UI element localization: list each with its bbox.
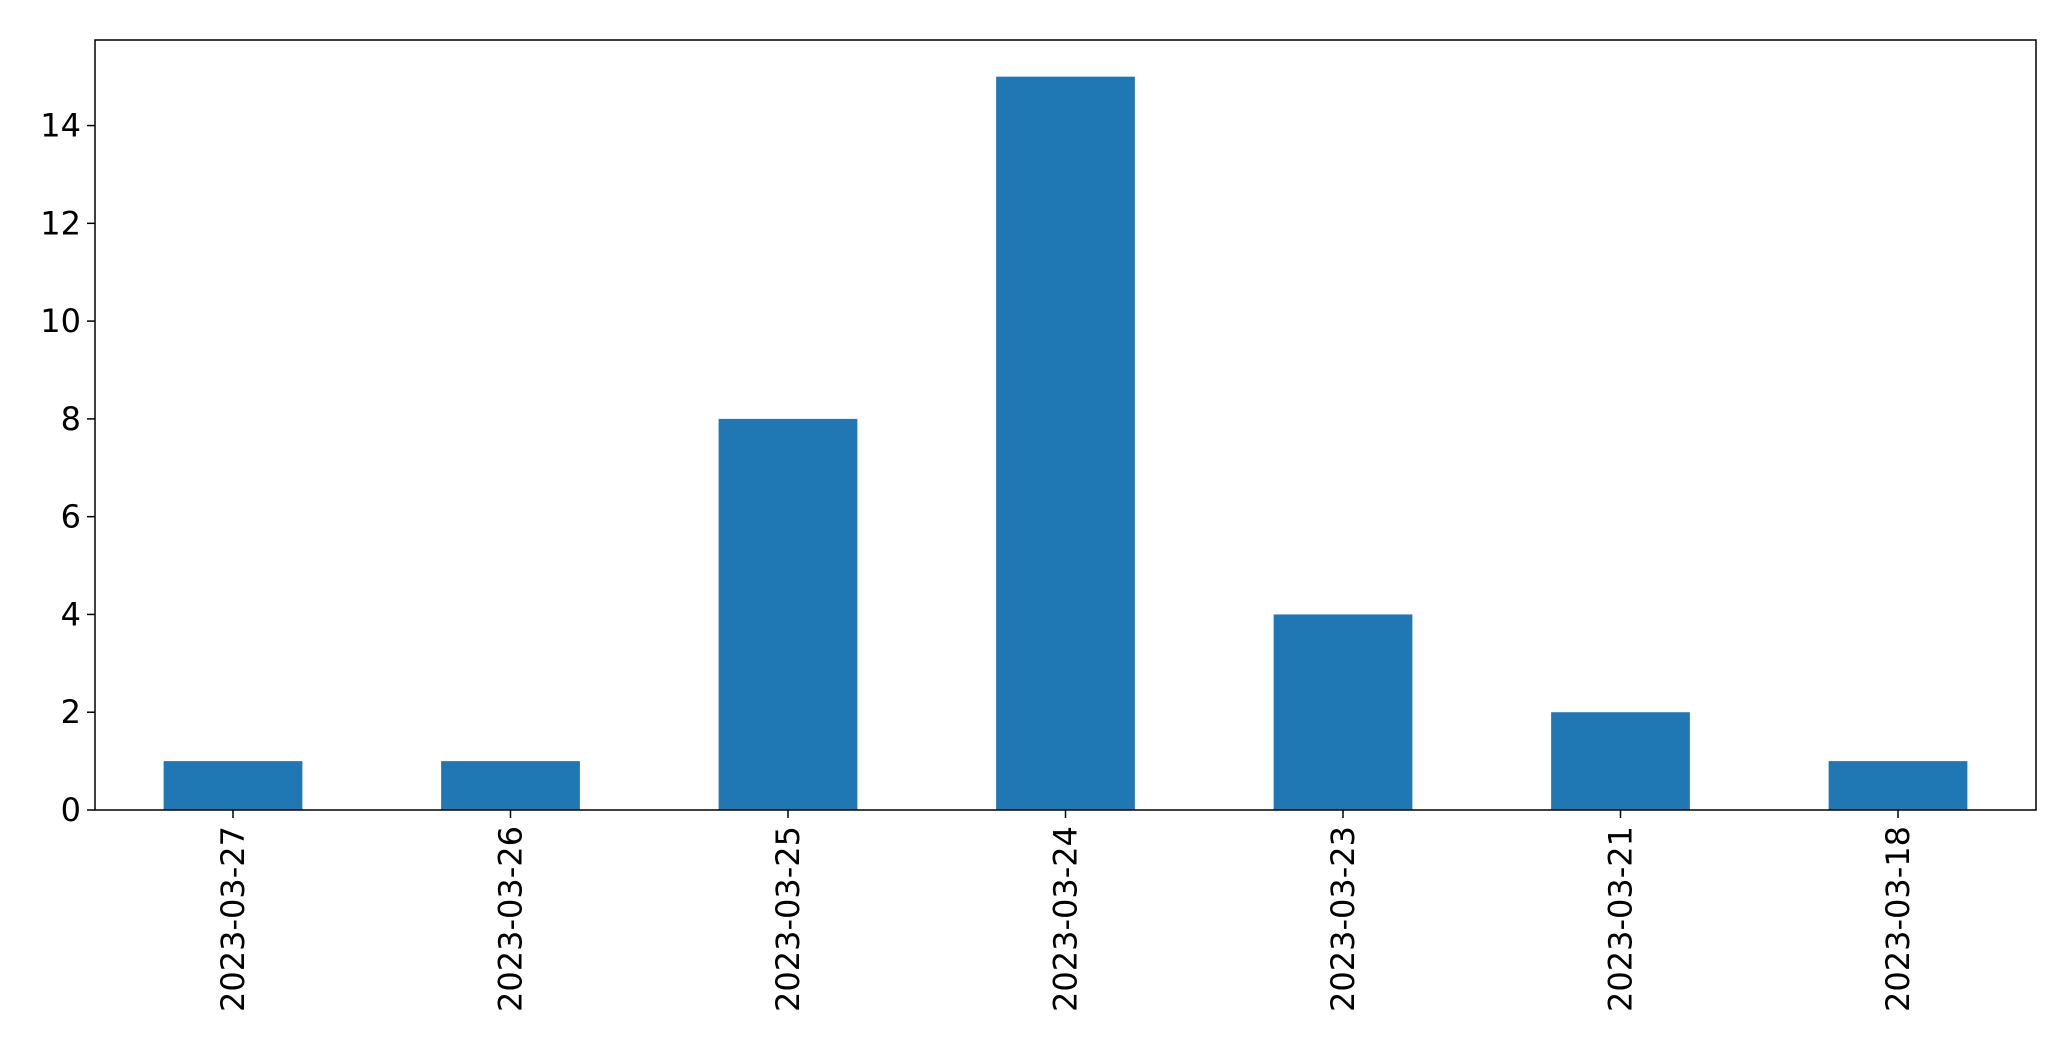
y-tick-label: 4 xyxy=(61,595,81,633)
x-tick-label: 2023-03-25 xyxy=(769,826,807,1012)
x-tick-label: 2023-03-21 xyxy=(1602,826,1640,1012)
x-tick-label: 2023-03-18 xyxy=(1879,826,1917,1012)
x-tick-label: 2023-03-26 xyxy=(492,826,530,1012)
y-tick-label: 10 xyxy=(40,302,81,340)
bars-layer xyxy=(163,76,1968,810)
y-tick-label: 2 xyxy=(61,693,81,731)
bar-2023-03-25 xyxy=(718,418,858,810)
x-tick-label: 2023-03-27 xyxy=(214,826,252,1012)
y-tick-label: 6 xyxy=(61,498,81,536)
bar-2023-03-24 xyxy=(996,76,1135,810)
bar-2023-03-18 xyxy=(1828,761,1968,810)
x-tick-label: 2023-03-24 xyxy=(1047,826,1085,1012)
bar-2023-03-26 xyxy=(441,761,580,810)
y-tick-label: 14 xyxy=(40,107,81,145)
y-tick-label: 8 xyxy=(61,400,81,438)
x-tick-label: 2023-03-23 xyxy=(1324,826,1362,1012)
x-axis: 2023-03-27 2023-03-26 2023-03-25 2023-03-24… xyxy=(214,810,1917,1012)
bar-2023-03-21 xyxy=(1551,712,1690,810)
bar-2023-03-27 xyxy=(163,761,303,810)
y-tick-label: 0 xyxy=(61,791,81,829)
y-tick-label: 12 xyxy=(40,204,81,242)
bar-2023-03-23 xyxy=(1273,614,1413,810)
y-axis: 0 2 4 6 8 10 12 14 xyxy=(40,107,95,829)
